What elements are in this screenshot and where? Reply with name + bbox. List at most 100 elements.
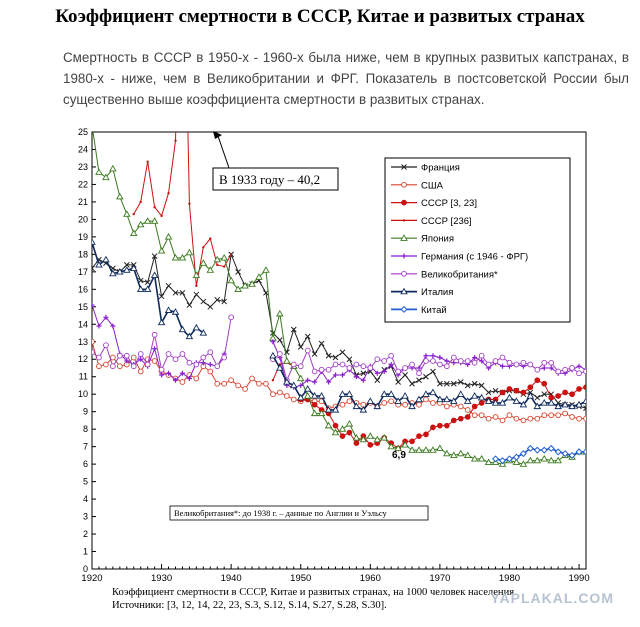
y-tick-label: 24 [78, 144, 88, 154]
series-italy-point [95, 260, 103, 268]
series-usa-point [513, 415, 520, 422]
y-tick-label: 10 [78, 389, 88, 399]
series-ussr-236-point [271, 379, 275, 382]
series-france-point [186, 302, 193, 308]
series-germany-point [416, 365, 422, 371]
series-italy-point [394, 397, 402, 404]
series-uk-point [388, 352, 395, 359]
callout-arrowhead [213, 131, 222, 139]
series-italy-point [296, 393, 305, 401]
series-usa-point [242, 386, 248, 392]
series-france-point [485, 389, 492, 396]
series-italy-point [575, 400, 583, 408]
series-france-point [430, 368, 436, 375]
series-ussr-3-23-point [541, 380, 548, 387]
series-france-point [492, 387, 499, 394]
series-china-point [492, 455, 500, 463]
series-usa-point [263, 380, 269, 387]
series-italy-point [317, 392, 326, 399]
series-uk-point [346, 365, 353, 371]
series-france-point [151, 253, 158, 259]
series-italy-point [582, 397, 586, 404]
y-tick-label: 14 [78, 319, 88, 329]
series-italy-point [547, 399, 555, 406]
series-italy-point [283, 378, 291, 385]
series-france-point [541, 391, 548, 398]
series-usa-point [562, 410, 568, 417]
series-uk-point [367, 365, 374, 371]
series-japan-point [359, 435, 368, 443]
series-japan-point [95, 168, 103, 175]
series-usa-point [492, 414, 499, 420]
series-uk-point [339, 361, 346, 368]
legend-china-point [400, 305, 408, 313]
series-usa-point [583, 415, 586, 422]
series-uk-point [437, 361, 443, 368]
callout-text: В 1933 году – 40,2 [219, 172, 320, 187]
legend-france: Франция [391, 163, 460, 174]
series-japan-point [171, 253, 180, 261]
series-france-point [165, 282, 172, 289]
series-uk-point [471, 359, 478, 366]
series-italy-point [505, 393, 514, 401]
series-uk-point [520, 359, 527, 366]
series-uk-point [409, 361, 415, 368]
series-germany-point [353, 374, 359, 380]
series-uk-point [214, 363, 221, 370]
series-usa-point [534, 415, 541, 422]
series-japan-point [345, 420, 354, 427]
legend-uk-point [401, 270, 407, 277]
series-usa-point [555, 412, 562, 419]
series-japan-point [526, 456, 535, 464]
death-rate-chart: 0123456789101112131415161718192021222324… [78, 127, 590, 584]
y-tick-label: 2 [83, 529, 88, 539]
legend-ussr-236: СССР [236] [391, 216, 472, 227]
series-china-point [498, 457, 507, 465]
series-italy-point [109, 269, 117, 277]
series-china-point [547, 444, 555, 452]
x-tick-label: 1970 [429, 573, 450, 584]
series-usa-point [576, 415, 582, 422]
series-ussr-236-point [139, 200, 142, 204]
series-china [492, 444, 586, 465]
series-usa-point [249, 375, 255, 382]
series-japan-point [401, 440, 409, 448]
series-uk-point [492, 358, 499, 364]
series-usa-point [283, 393, 290, 399]
series-italy-point [387, 390, 395, 397]
x-tick-label: 1950 [290, 573, 311, 584]
series-japan-point [547, 456, 555, 464]
series-usa-point [471, 412, 478, 419]
legend-japan-point [400, 234, 408, 241]
series-ussr-3-23-point [430, 424, 436, 431]
series-usa-point [402, 401, 408, 408]
legend-germany-label: Германия (с 1946 - ФРГ) [421, 252, 528, 263]
series-japan-point [450, 451, 458, 459]
series-france-point [402, 372, 408, 378]
series-germany-point [374, 370, 380, 376]
series-france-point [332, 354, 339, 361]
series-ussr-236-point [153, 205, 156, 209]
series-france-point [172, 289, 179, 296]
series-usa-point [499, 417, 506, 424]
series-italy-point [359, 406, 368, 413]
series-germany-point [312, 379, 318, 385]
series-china-point [512, 453, 520, 461]
series-france-point [325, 352, 332, 359]
legend-uk: Великобритания* [391, 269, 498, 280]
series-uk-point [158, 366, 165, 373]
legend-ussr-236-point [402, 219, 406, 222]
series-usa-point [110, 354, 116, 361]
y-tick-label: 5 [83, 477, 88, 487]
series-japan-point [129, 229, 138, 237]
series-ussr-236-point [229, 253, 233, 256]
series-japan-point [241, 281, 249, 289]
x-tick-label: 1980 [499, 573, 520, 584]
series-ussr-236-point [216, 263, 219, 267]
series-italy-point [269, 351, 277, 359]
series-ussr-3-23-point [520, 389, 527, 396]
series-japan-point [206, 266, 215, 273]
series-germany-point [96, 323, 102, 329]
watermark-logo: YAPLAKAL.COM [490, 590, 614, 606]
series-germany-point [270, 339, 276, 345]
